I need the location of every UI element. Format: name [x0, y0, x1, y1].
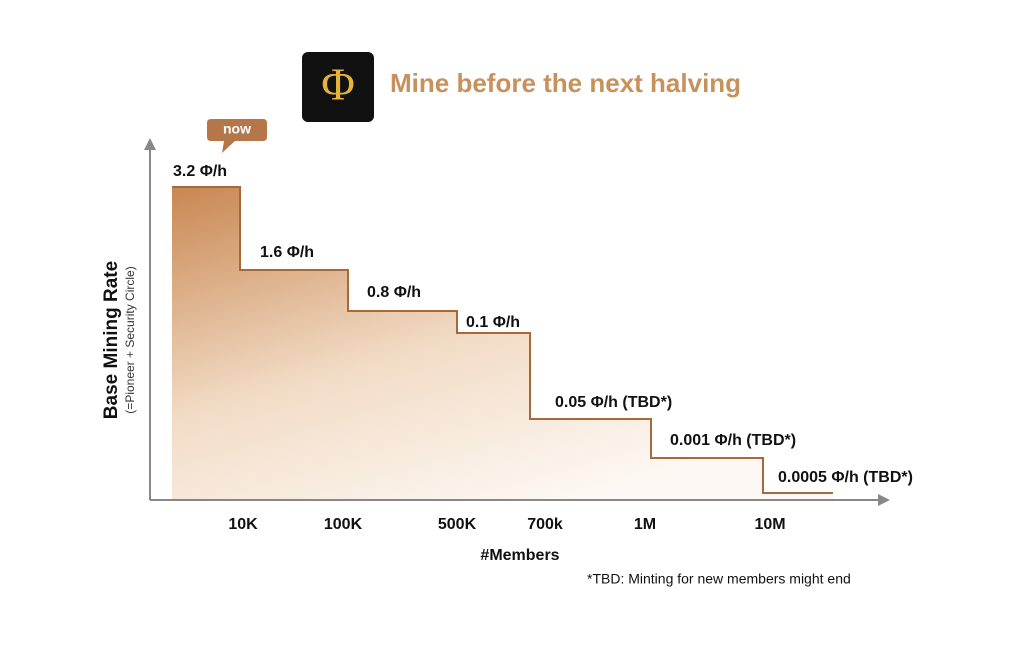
- x-tick-label: 1M: [634, 516, 656, 533]
- step-label: 0.05 Φ/h (TBD*): [555, 394, 672, 411]
- x-tick-label: 10K: [228, 516, 258, 533]
- y-sublabel: (=Pioneer + Security Circle): [123, 266, 137, 413]
- step-label: 1.6 Φ/h: [260, 244, 314, 261]
- title: Mine before the next halving: [390, 68, 741, 98]
- step-label: 0.001 Φ/h (TBD*): [670, 432, 796, 449]
- y-arrow: [144, 138, 156, 150]
- x-tick-label: 100K: [324, 516, 363, 533]
- x-label: #Members: [480, 547, 559, 564]
- step-area: [172, 187, 833, 500]
- footnote: *TBD: Minting for new members might end: [587, 571, 851, 587]
- step-label: 0.8 Φ/h: [367, 284, 421, 301]
- step-label: 0.1 Φ/h: [466, 314, 520, 331]
- badge-text: now: [223, 121, 251, 137]
- logo-box: [302, 52, 374, 122]
- step-label: 3.2 Φ/h: [173, 163, 227, 180]
- x-tick-label: 700k: [527, 516, 563, 533]
- logo: Φ: [321, 59, 355, 110]
- step-label: 0.0005 Φ/h (TBD*): [778, 469, 913, 486]
- step-line: [172, 186, 833, 494]
- x-tick-label: 10M: [754, 516, 785, 533]
- y-label: Base Mining Rate: [101, 261, 122, 419]
- x-tick-label: 500K: [438, 516, 477, 533]
- x-arrow: [878, 494, 890, 506]
- now-badge: [207, 119, 267, 153]
